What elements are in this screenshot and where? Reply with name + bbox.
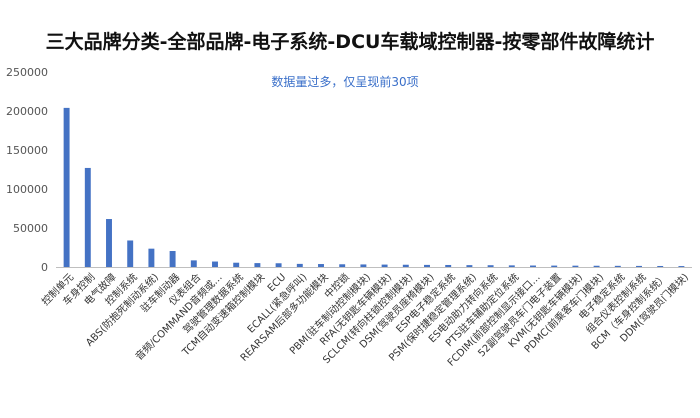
bar (84, 167, 91, 267)
bar (275, 263, 282, 267)
bar (318, 264, 324, 267)
bar (572, 265, 579, 267)
bar (148, 248, 155, 267)
bar (254, 263, 261, 267)
bar (466, 265, 473, 267)
bar (212, 261, 218, 267)
bar (233, 262, 240, 267)
chart-annotation: 数据量过多，仅呈现前30项 (271, 74, 418, 89)
bar (296, 263, 303, 267)
bar (636, 265, 642, 267)
bar (402, 264, 409, 267)
bars (63, 107, 685, 267)
bar (657, 265, 664, 267)
bar (339, 264, 346, 267)
bar (360, 264, 367, 267)
y-tick-label: 250000 (6, 66, 48, 79)
bar (106, 219, 112, 267)
y-axis: 0 50000 100000 150000 200000 250000 (6, 66, 48, 274)
y-tick-label: 200000 (6, 105, 48, 118)
y-tick-label: 50000 (13, 222, 48, 235)
bar (127, 240, 134, 267)
bar (508, 265, 515, 267)
bar (487, 265, 494, 267)
bar (678, 266, 685, 267)
x-axis: 控制单元车身控制电气故障控制系统ABS(防抱死制动系统)驻车制动器仪表组合音频/… (39, 270, 691, 368)
y-tick-label: 100000 (6, 183, 48, 196)
bar (63, 107, 70, 267)
bar (593, 265, 600, 267)
bar (551, 265, 558, 267)
y-tick-label: 0 (41, 261, 48, 274)
y-tick-label: 150000 (6, 144, 48, 157)
bar (424, 264, 430, 267)
bar (530, 265, 536, 267)
bar (190, 260, 197, 267)
bar (614, 265, 621, 267)
chart-title: 三大品牌分类-全部品牌-电子系统-DCU车载域控制器-按零部件故障统计 (46, 30, 655, 53)
bar (169, 251, 176, 267)
bar (445, 264, 452, 267)
bar (381, 264, 388, 267)
